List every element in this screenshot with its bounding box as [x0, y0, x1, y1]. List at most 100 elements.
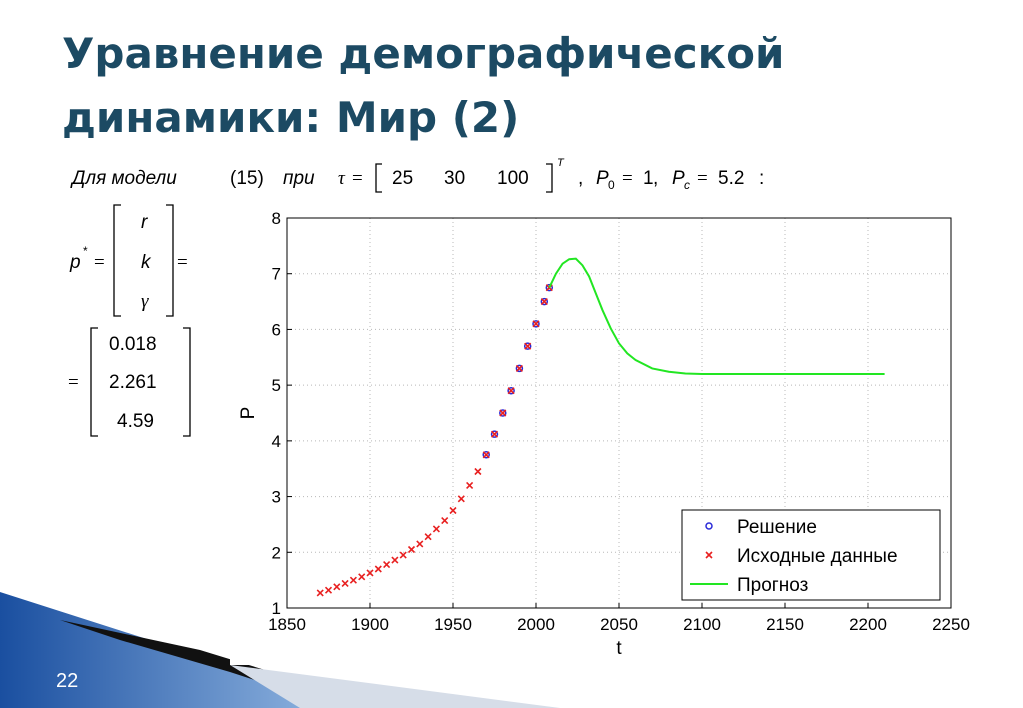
value: 5.2	[718, 168, 744, 189]
point	[324, 586, 333, 594]
sup: *	[83, 244, 88, 258]
point	[524, 342, 532, 350]
point	[490, 430, 499, 438]
x-axis-label: t	[616, 638, 622, 659]
decor	[230, 665, 560, 708]
point	[449, 506, 457, 515]
x-tick-label: 2050	[600, 615, 638, 634]
y-tick-label: 6	[272, 320, 281, 339]
bracket	[183, 327, 191, 437]
point	[532, 320, 540, 328]
chart: 1850 1900 1950 2000 2050 2100 2150 2200 2250 1 2 3 4…	[238, 209, 970, 659]
entry: k	[141, 252, 152, 273]
bracket	[90, 327, 98, 437]
point	[399, 551, 407, 559]
entry: r	[141, 212, 148, 233]
point	[466, 481, 474, 489]
x-tick-label: 2250	[932, 615, 970, 634]
title: динамики: Мир (2)	[62, 93, 519, 142]
value: 100	[497, 168, 529, 189]
y-axis-label: P	[238, 407, 259, 420]
equals: =	[68, 372, 79, 393]
y-tick-label: 4	[272, 432, 281, 451]
y-tick-label: 7	[272, 265, 281, 284]
point	[540, 298, 548, 306]
page-number: 22	[56, 670, 78, 692]
point	[482, 451, 490, 459]
point	[515, 364, 524, 373]
symbol: p	[69, 252, 81, 273]
equals: =	[697, 168, 708, 189]
point	[316, 589, 324, 597]
value: 0.018	[109, 334, 157, 355]
x-tick-label: 2150	[766, 615, 804, 634]
point	[441, 516, 449, 525]
symbol: P	[672, 168, 685, 189]
point	[523, 342, 532, 350]
point	[407, 545, 416, 554]
x-tick-label: 1950	[434, 615, 472, 634]
text: при	[283, 168, 315, 189]
point	[482, 451, 490, 459]
point	[349, 576, 357, 584]
point	[366, 569, 374, 577]
y-tick-label: 5	[272, 376, 281, 395]
point	[499, 409, 507, 417]
formula: Для модели (15) при τ = 25 30 100 T , P …	[70, 157, 764, 193]
legend-swatch	[705, 551, 713, 559]
point	[507, 386, 515, 395]
y-tick-label: 1	[272, 599, 281, 618]
bracket	[375, 163, 382, 193]
point	[499, 409, 507, 417]
value: 2.261	[109, 372, 157, 393]
point	[540, 297, 549, 306]
legend-label: Исходные данные	[737, 546, 898, 567]
y-tick-label: 2	[272, 543, 281, 562]
series-line	[548, 257, 885, 375]
colon: :	[759, 168, 764, 189]
title: Уравнение демографической	[62, 29, 784, 78]
point	[490, 430, 499, 438]
point	[341, 579, 349, 588]
x-tick-label: 2100	[683, 615, 721, 634]
legend-label: Прогноз	[737, 575, 808, 596]
comma: ,	[578, 168, 583, 189]
point	[515, 364, 523, 372]
point	[358, 573, 366, 581]
value: 1	[643, 168, 654, 189]
value: 25	[392, 168, 413, 189]
equals: =	[94, 252, 105, 273]
value: 30	[444, 168, 465, 189]
y-tick-label: 8	[272, 209, 281, 228]
point	[333, 583, 341, 591]
point	[391, 556, 399, 564]
comma: ,	[653, 168, 658, 189]
text: Для модели	[70, 168, 177, 189]
x-tick-label: 2000	[517, 615, 555, 634]
sub: c	[684, 178, 690, 192]
point	[507, 387, 515, 395]
point	[474, 467, 482, 476]
point	[416, 540, 424, 548]
bracket	[113, 204, 121, 317]
entry: γ	[141, 291, 149, 312]
legend-label: Решение	[737, 517, 817, 538]
axes-box	[286, 217, 952, 609]
legend-swatch	[705, 522, 713, 530]
point	[383, 560, 391, 569]
sub: 0	[608, 178, 615, 192]
point	[532, 320, 540, 328]
bracket	[546, 163, 553, 193]
sup: T	[557, 157, 565, 169]
point	[545, 283, 554, 292]
value: 4.59	[117, 411, 154, 432]
equals: =	[352, 168, 363, 189]
matrix: p * = r k γ = = 0.018 2.261 4.59	[68, 204, 191, 437]
point	[457, 495, 465, 503]
legend: Решение Исходные данные Прогноз	[681, 509, 941, 601]
point	[374, 565, 382, 573]
x-tick-label: 2200	[849, 615, 887, 634]
x-tick-label: 1850	[268, 615, 306, 634]
bracket	[166, 204, 174, 317]
